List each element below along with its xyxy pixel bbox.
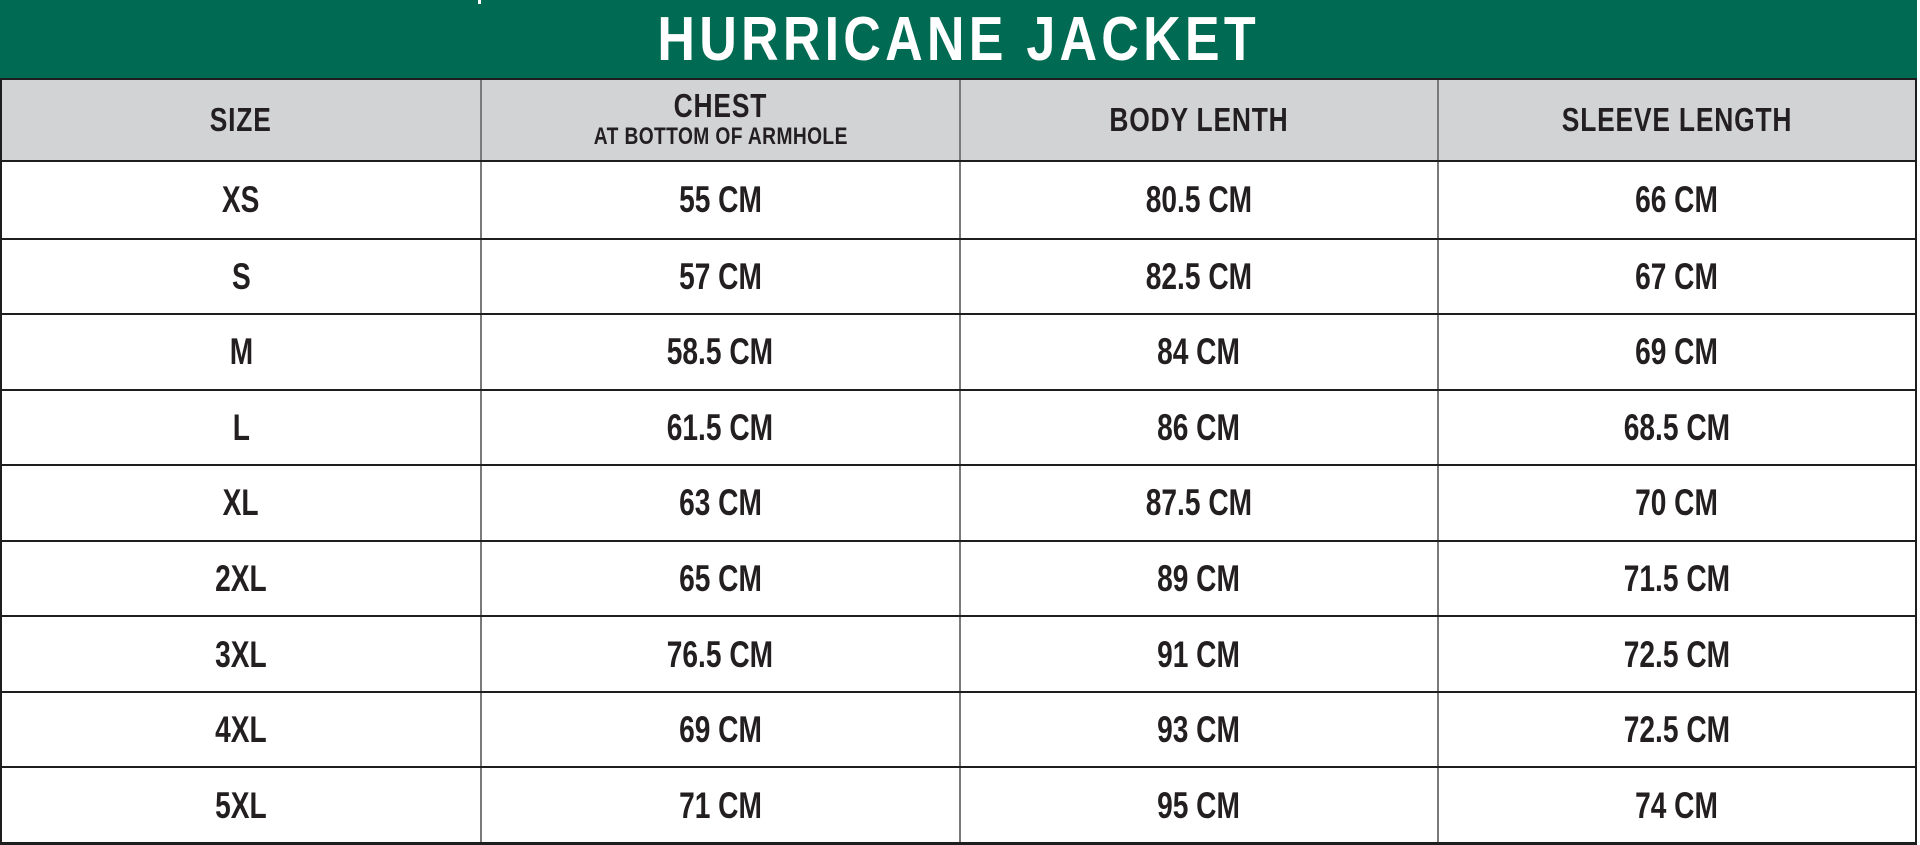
chest-cell: 63 CM	[480, 466, 958, 540]
cell-text: M	[229, 331, 253, 373]
column-header-label: BODY LENTH	[1109, 100, 1289, 138]
size-cell: 2XL	[2, 542, 480, 616]
column-header-size: SIZE	[2, 80, 480, 160]
cell-text: 66 CM	[1635, 179, 1719, 221]
column-header-label: SLEEVE LENGTH	[1561, 100, 1793, 138]
table-row-s: S 57 CM 82.5 CM 67 CM	[2, 237, 1915, 314]
cell-text: 61.5 CM	[667, 406, 774, 448]
cell-text: 72.5 CM	[1623, 709, 1731, 751]
cell-text: S	[231, 255, 251, 297]
table-body: XS 55 CM 80.5 CM 66 CM S 57 CM 82.5 CM 6…	[0, 162, 1917, 845]
banner-grid-tick	[478, 0, 481, 4]
column-header-body-length: BODY LENTH	[958, 80, 1437, 160]
sleeve-length-cell: 68.5 CM	[1436, 390, 1915, 465]
column-header-chest: CHEST AT BOTTOM OF ARMHOLE	[480, 80, 958, 160]
cell-text: 69 CM	[1635, 331, 1719, 373]
column-header-stack: CHEST AT BOTTOM OF ARMHOLE	[562, 89, 880, 150]
size-cell: 4XL	[2, 693, 480, 767]
cell-text: 89 CM	[1157, 558, 1241, 600]
size-cell: M	[2, 315, 480, 389]
chest-cell: 61.5 CM	[480, 390, 958, 465]
title-banner: HURRICANE JACKET	[0, 0, 1917, 80]
sleeve-length-cell: 74 CM	[1436, 768, 1915, 842]
cell-text: 4XL	[215, 709, 267, 751]
table-row-5xl: 5XL 71 CM 95 CM 74 CM	[2, 766, 1915, 842]
cell-text: XL	[223, 482, 260, 524]
cell-text: 69 CM	[678, 709, 762, 751]
column-header-sleeve-length: SLEEVE LENGTH	[1436, 80, 1915, 160]
cell-text: 91 CM	[1157, 633, 1241, 675]
cell-text: 3XL	[215, 633, 267, 675]
cell-text: 63 CM	[678, 482, 762, 524]
chest-cell: 57 CM	[480, 239, 958, 314]
body-length-cell: 86 CM	[958, 390, 1437, 465]
chest-cell: 76.5 CM	[480, 617, 958, 691]
cell-text: 2XL	[215, 558, 267, 600]
body-length-cell: 82.5 CM	[958, 239, 1437, 314]
cell-text: 87.5 CM	[1145, 482, 1252, 524]
size-cell: S	[2, 240, 480, 314]
chest-cell: 55 CM	[480, 162, 958, 238]
sleeve-length-cell: 70 CM	[1436, 466, 1915, 540]
cell-text: 76.5 CM	[667, 633, 774, 675]
table-row-m: M 58.5 CM 84 CM 69 CM	[2, 313, 1915, 389]
table-row-xs: XS 55 CM 80.5 CM 66 CM	[2, 162, 1915, 238]
sleeve-length-cell: 67 CM	[1436, 239, 1915, 314]
chest-cell: 69 CM	[480, 692, 958, 767]
size-cell: 5XL	[2, 768, 480, 842]
cell-text: 68.5 CM	[1623, 406, 1731, 448]
body-length-cell: 87.5 CM	[958, 466, 1437, 540]
page-title: HURRICANE JACKET	[657, 5, 1260, 74]
body-length-cell: 89 CM	[958, 541, 1437, 616]
size-cell: XS	[2, 162, 480, 238]
cell-text: 74 CM	[1635, 784, 1719, 826]
table-row-l: L 61.5 CM 86 CM 68.5 CM	[2, 388, 1915, 465]
sleeve-length-cell: 72.5 CM	[1436, 617, 1915, 691]
table-row-3xl: 3XL 76.5 CM 91 CM 72.5 CM	[2, 615, 1915, 691]
column-header-label: CHEST	[673, 87, 768, 125]
cell-text: 93 CM	[1157, 709, 1241, 751]
chest-cell: 65 CM	[480, 541, 958, 616]
column-header-label: SIZE	[210, 100, 273, 138]
size-cell: L	[2, 391, 480, 465]
cell-text: 82.5 CM	[1145, 255, 1252, 297]
size-cell: 3XL	[2, 617, 480, 691]
body-length-cell: 80.5 CM	[958, 162, 1437, 238]
cell-text: 70 CM	[1635, 482, 1719, 524]
cell-text: 71 CM	[678, 784, 762, 826]
body-length-cell: 84 CM	[958, 315, 1437, 389]
cell-text: 58.5 CM	[667, 331, 774, 373]
table-row-2xl: 2XL 65 CM 89 CM 71.5 CM	[2, 539, 1915, 616]
cell-text: 71.5 CM	[1623, 558, 1731, 600]
chest-cell: 71 CM	[480, 768, 958, 842]
cell-text: L	[232, 406, 250, 448]
sleeve-length-cell: 66 CM	[1436, 162, 1915, 238]
cell-text: XS	[222, 179, 260, 221]
cell-text: 55 CM	[678, 179, 762, 221]
cell-text: 80.5 CM	[1145, 179, 1252, 221]
cell-text: 57 CM	[678, 255, 762, 297]
cell-text: 72.5 CM	[1623, 633, 1731, 675]
sleeve-length-cell: 69 CM	[1436, 315, 1915, 389]
cell-text: 67 CM	[1635, 255, 1719, 297]
sleeve-length-cell: 72.5 CM	[1436, 692, 1915, 767]
table-header-row: SIZE CHEST AT BOTTOM OF ARMHOLE BODY LEN…	[0, 80, 1917, 162]
body-length-cell: 91 CM	[958, 617, 1437, 691]
body-length-cell: 95 CM	[958, 768, 1437, 842]
cell-text: 5XL	[215, 784, 267, 826]
cell-text: 86 CM	[1157, 406, 1241, 448]
cell-text: 65 CM	[678, 558, 762, 600]
table-row-4xl: 4XL 69 CM 93 CM 72.5 CM	[2, 690, 1915, 767]
cell-text: 84 CM	[1157, 331, 1241, 373]
chest-cell: 58.5 CM	[480, 315, 958, 389]
table-row-xl: XL 63 CM 87.5 CM 70 CM	[2, 464, 1915, 540]
body-length-cell: 93 CM	[958, 692, 1437, 767]
sleeve-length-cell: 71.5 CM	[1436, 541, 1915, 616]
column-header-sublabel: AT BOTTOM OF ARMHOLE	[593, 123, 848, 151]
cell-text: 95 CM	[1157, 784, 1241, 826]
size-cell: XL	[2, 466, 480, 540]
